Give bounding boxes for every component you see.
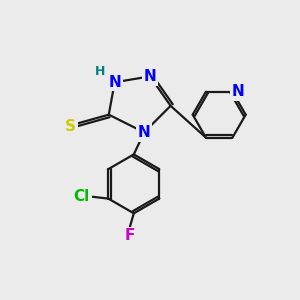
Text: N: N: [138, 125, 151, 140]
Text: S: S: [65, 119, 76, 134]
Text: N: N: [108, 75, 121, 90]
Text: N: N: [231, 84, 244, 99]
Text: Cl: Cl: [74, 189, 90, 204]
Text: F: F: [124, 229, 135, 244]
Text: N: N: [144, 69, 156, 84]
Text: H: H: [95, 64, 105, 78]
